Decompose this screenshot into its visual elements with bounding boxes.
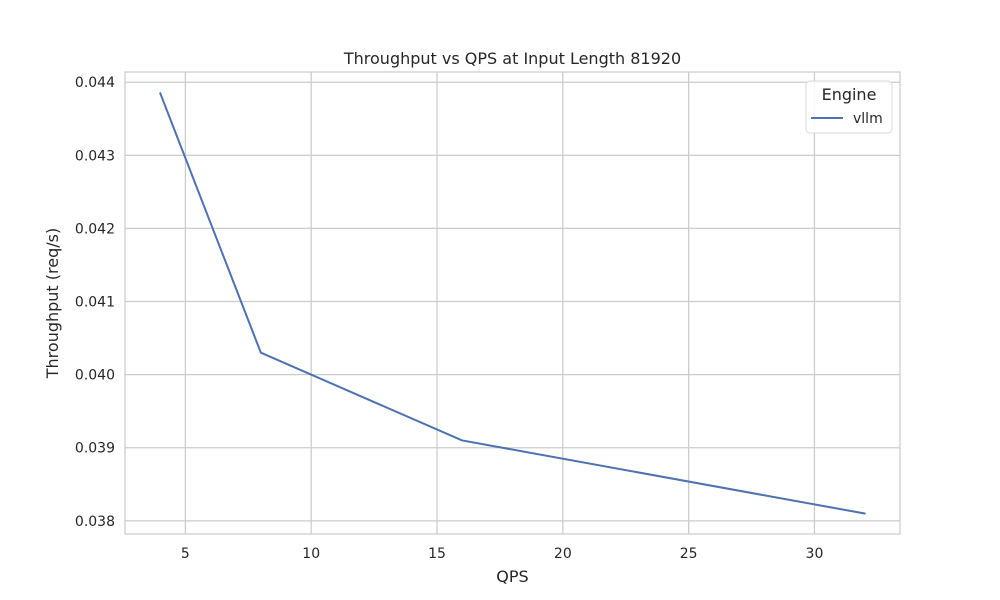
y-tick-label: 0.039 [75,441,115,457]
y-tick-label: 0.041 [75,295,115,311]
legend-box [805,80,893,134]
x-tick-label: 5 [181,546,190,562]
chart-title: Throughput vs QPS at Input Length 81920 [343,49,681,68]
series-layer [159,92,866,515]
x-tick-label: 15 [428,546,446,562]
plot-frame [124,71,901,535]
x-tick-label: 20 [554,546,572,562]
grid [125,72,900,534]
x-axis-label: QPS [496,567,528,586]
tick-labels: 5 10 15 20 25 30 0.038 0.039 0.040 0.041 0.042 0.04… [75,75,823,562]
legend-title: Engine [822,85,877,104]
y-tick-label: 0.044 [75,75,115,91]
x-tick-label: 10 [302,546,320,562]
legend: Engine vllm [805,80,893,134]
y-tick-label: 0.038 [75,514,115,530]
y-tick-label: 0.042 [75,221,115,237]
series-line-vllm [159,92,866,515]
legend-label-vllm: vllm [853,111,883,127]
y-tick-label: 0.043 [75,148,115,164]
x-tick-label: 25 [680,546,698,562]
y-axis-label: Throughput (req/s) [43,228,62,379]
y-tick-label: 0.040 [75,368,115,384]
x-tick-label: 30 [806,546,824,562]
